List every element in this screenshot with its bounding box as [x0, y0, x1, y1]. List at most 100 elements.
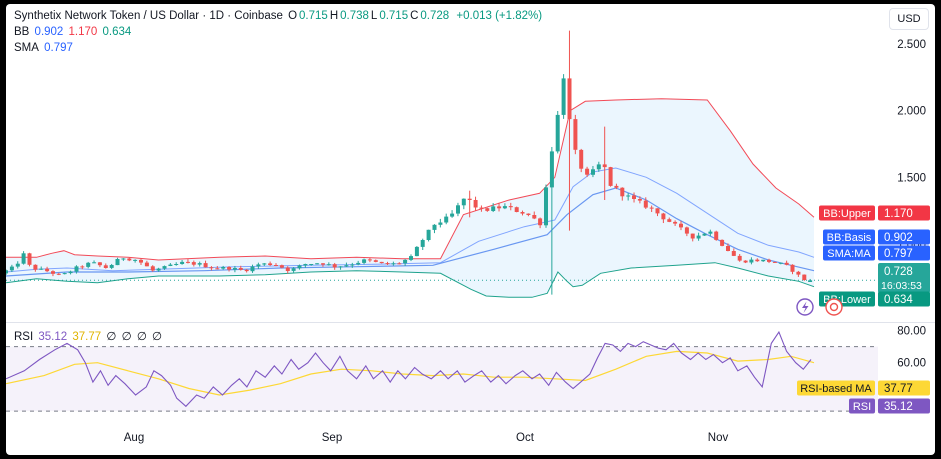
candle [649, 205, 654, 212]
candle [667, 217, 672, 223]
rsi-ma-label: RSI-based MA 37.77 [797, 380, 930, 396]
candle [602, 126, 607, 200]
candle [614, 183, 619, 190]
candle [315, 263, 320, 265]
candle [115, 257, 120, 266]
candle [297, 264, 302, 270]
candle [608, 166, 613, 187]
ohlc-value-h: 0.738 [340, 10, 369, 22]
candle [520, 210, 525, 216]
candle [514, 206, 519, 213]
candle [356, 260, 361, 266]
candle [150, 265, 155, 272]
candle [497, 202, 502, 212]
chart-frame: 1.000 1.500 2.000 2.500 60.00 80.00 Aug Sep Oct N… [6, 4, 935, 455]
candle [39, 266, 44, 270]
ohlc-values: O 0.715 H 0.738 L 0.715 C 0.728 [288, 10, 451, 22]
change-value: +0.013 (+1.82%) [456, 10, 543, 22]
bb-lower-value: 0.634 [102, 26, 132, 38]
candle [373, 259, 378, 263]
candle [808, 278, 813, 282]
candle [309, 263, 314, 266]
candle [743, 260, 748, 264]
candle [215, 266, 220, 270]
rsi-legend[interactable]: RSI 35.12 37.77 ∅ ∅ ∅ ∅ [14, 329, 164, 343]
currency-button[interactable]: USD [889, 8, 929, 30]
candle [784, 260, 789, 266]
candle [51, 270, 55, 277]
candle [262, 263, 267, 266]
candle [749, 257, 754, 265]
ohlc-value-c: 0.728 [420, 10, 450, 22]
alert-icon[interactable] [825, 298, 843, 316]
candle [367, 257, 372, 263]
candle [250, 264, 255, 273]
bb-lower-label-value: 0.634 [884, 294, 913, 306]
candle [772, 261, 777, 263]
price-axis-tick: 1.500 [897, 172, 926, 184]
price-pane[interactable] [6, 30, 878, 298]
candle [626, 192, 631, 201]
candle [567, 30, 572, 231]
candle [655, 208, 660, 217]
candle [285, 266, 290, 274]
candle [708, 229, 713, 236]
bb-label: BB [14, 26, 30, 38]
candle [385, 261, 390, 266]
candle [350, 262, 355, 268]
candle [74, 265, 79, 274]
price-countdown: 16:03:53 [881, 280, 922, 292]
candle [778, 262, 783, 265]
rsi-pane[interactable] [6, 330, 878, 412]
candle [338, 266, 343, 270]
bb-upper-value: 1.170 [68, 26, 98, 38]
candle [684, 226, 689, 237]
candle [92, 260, 97, 264]
candle [450, 210, 455, 218]
candle [56, 272, 61, 276]
candle [62, 272, 67, 275]
candle [45, 266, 50, 273]
bb-lower-line [6, 262, 815, 298]
rsi-ma-label-value: 37.77 [884, 383, 913, 395]
time-axis-tick: Sep [322, 432, 342, 444]
candle [332, 262, 337, 270]
candle [203, 260, 208, 268]
candle [755, 258, 760, 262]
candle [238, 265, 243, 271]
candle [731, 248, 736, 257]
candle [268, 261, 273, 267]
candle [726, 243, 730, 252]
sma-label-tag: SMA:MA 0.797 [823, 245, 930, 261]
bb-basis-value: 0.902 [34, 26, 64, 38]
rsi-ma-line [6, 350, 815, 396]
value-labels: BB:Upper 1.170 BB:Basis 0.902 SMA:MA 0.797 0.7… [797, 205, 930, 414]
sma-legend[interactable]: SMA 0.797 [14, 42, 75, 54]
candle [555, 110, 560, 154]
candle [702, 233, 707, 236]
bb-basis-label-value: 0.902 [884, 232, 913, 244]
symbol-title[interactable]: Synthetix Network Token / US Dollar · 1D… [14, 10, 283, 22]
candle [379, 261, 384, 264]
bolt-icon[interactable] [796, 298, 814, 316]
bb-upper-label: BB:Upper 1.170 [819, 205, 930, 221]
candle [467, 190, 472, 218]
bb-legend[interactable]: BB 0.902 1.170 0.634 [14, 26, 133, 38]
rsi-label: RSI [14, 331, 34, 343]
candle [767, 258, 771, 264]
rsi-axis-tick: 60.00 [897, 358, 926, 370]
sma-label: SMA [14, 42, 39, 54]
candle [526, 213, 531, 217]
candle [485, 207, 490, 212]
candle [790, 264, 795, 275]
rsi-ma-value: 37.77 [72, 331, 102, 343]
candle [197, 261, 202, 267]
candle [426, 229, 431, 242]
rsi-extra-2: ∅ [121, 331, 132, 343]
sma-label-tag-name: SMA:MA [827, 248, 871, 260]
candle [174, 262, 179, 266]
candle [544, 184, 548, 228]
candle [168, 263, 173, 267]
